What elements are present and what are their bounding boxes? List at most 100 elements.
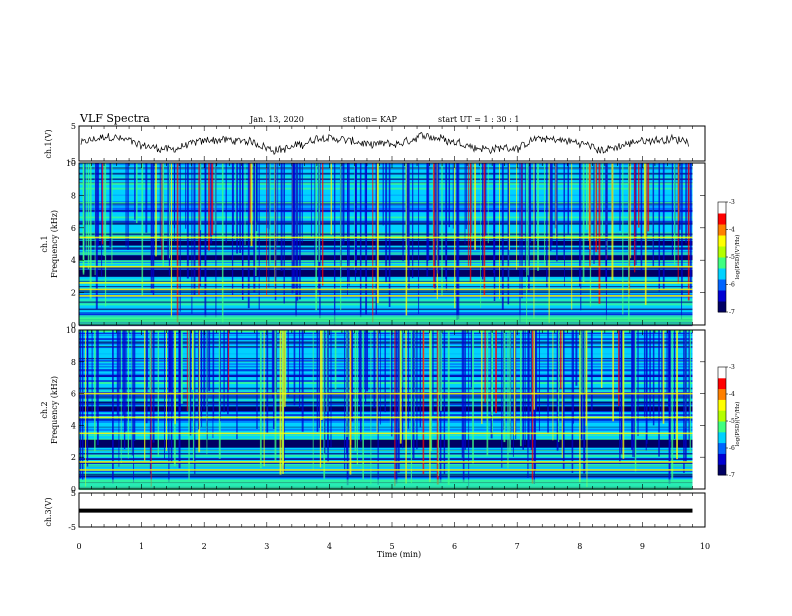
ch2-cb-color-step: [718, 390, 726, 393]
ch1-spec-noise-band: [79, 307, 693, 309]
ch2-spec-vertical-streak: [438, 330, 440, 395]
ch2-spec-vertical-streak: [528, 330, 530, 448]
ch2-spec-vertical-streak: [359, 330, 362, 442]
time-xtick-label: 2: [202, 542, 207, 551]
ch2-spec-vertical-streak: [146, 330, 148, 387]
ch1-spec-noise-band: [79, 299, 693, 301]
ch1-spec-vertical-streak: [292, 163, 295, 290]
ch2-cb-color-step: [718, 460, 726, 463]
ch2-cb-color-step: [718, 458, 726, 462]
ch1-cb-color-step: [718, 260, 726, 263]
ch2-spec-vertical-streak: [208, 330, 211, 392]
ch1-voltage-panel: 5 -5: [68, 122, 706, 166]
ch2-spec-vertical-streak: [585, 330, 587, 426]
ch1-spec-vertical-streak: [418, 163, 420, 314]
ch2-spec-noise-band: [79, 438, 693, 441]
ch2-cb-color-step: [718, 385, 726, 388]
ch2-cb-color-step: [718, 386, 726, 390]
ch2-spec-vertical-streak: [191, 330, 194, 390]
ch3-ytick-label: 5: [71, 489, 76, 498]
ch1-spec-vertical-streak: [671, 163, 673, 257]
ch3-voltage-panel: 5 -5 0 1 2 3 4 5 6 7 8 9 10: [68, 489, 710, 551]
ch1-spec-vertical-streak: [516, 163, 518, 270]
ch1-spec-vertical-streak: [101, 163, 103, 277]
ch1-spec-vertical-streak: [231, 163, 234, 297]
ch1-spec-ytick-label: 6: [71, 224, 76, 233]
ch1-spec-vertical-streak: [347, 163, 349, 235]
ch1-cb-color-step: [718, 238, 726, 241]
ch1-spec-vertical-streak: [127, 163, 129, 250]
ch1-spec-vertical-streak: [215, 163, 217, 318]
ch2-cb-color-step: [718, 379, 726, 382]
ch1-spec-vertical-streak: [679, 163, 681, 230]
ch1-spec-vertical-streak: [580, 163, 582, 311]
ch2-spec-vertical-streak: [671, 330, 674, 479]
ch1-spec-vertical-streak: [643, 163, 646, 239]
ch2-spec-vertical-streak: [462, 330, 465, 482]
ch1-spec-vertical-streak: [89, 163, 92, 299]
ch2-spec-vertical-streak: [389, 330, 391, 427]
ch2-spec-vertical-streak: [652, 330, 655, 426]
ch2-cb-color-step: [718, 442, 726, 445]
ch1-cb-color-step: [718, 231, 726, 234]
ch2-spec-vertical-streak: [419, 330, 422, 428]
ch2-spec-vertical-streak: [349, 330, 352, 475]
ch2-spec-vertical-streak: [683, 330, 685, 473]
ch1-spec-vertical-streak: [549, 163, 552, 251]
ch1-spec-vertical-streak: [342, 163, 344, 245]
ch2-spec-vertical-streak: [112, 330, 114, 484]
ch1-colorbar: -3 -4 -5 -6 -7: [717, 199, 735, 316]
ch2-spec-vertical-streak: [145, 330, 148, 424]
ch1-spec-vertical-streak: [244, 163, 246, 245]
ch2-spec-vertical-streak: [298, 330, 301, 408]
ch2-cb-color-step: [718, 426, 726, 429]
ch2-cb-color-step: [718, 395, 726, 399]
ch2-spec-vertical-streak: [330, 330, 332, 448]
ch2-spec-vertical-streak: [172, 330, 174, 415]
ch1-cb-color-step: [718, 220, 726, 223]
ch2-cb-color-step: [718, 437, 726, 440]
ch2-spec-vertical-streak: [354, 330, 357, 452]
ch1-spec-vertical-streak: [359, 163, 362, 318]
ch2-spec-vertical-streak: [503, 330, 506, 443]
ch1-spec-vertical-streak: [658, 163, 661, 292]
ch1-spec-vertical-streak: [266, 163, 268, 229]
ch2-spec-vertical-streak: [212, 330, 214, 439]
ch2-spec-vertical-streak: [319, 330, 322, 468]
ch2-spec-vertical-streak: [661, 330, 663, 419]
ch2-spec-vertical-streak: [334, 330, 337, 390]
ch2-cb-color-step: [718, 399, 726, 402]
ch2-spec-vertical-streak: [676, 330, 679, 460]
ch2-spec-vertical-streak: [272, 330, 275, 429]
ch1-spec-vertical-streak: [87, 163, 90, 269]
ch1-spec-vertical-streak: [135, 163, 138, 224]
ch1-spec-vertical-streak: [426, 163, 429, 277]
ch1-spec-vertical-streak: [484, 163, 487, 236]
ch2-spec-vertical-streak: [198, 330, 201, 453]
ch1-cb-color-step: [718, 227, 726, 230]
ch1-spec-ytick-label: 2: [71, 289, 76, 298]
ch2-spec-vertical-streak: [85, 330, 87, 487]
ch2-cb-color-step: [718, 430, 726, 433]
ch2-spec-vertical-streak: [192, 330, 195, 463]
ch1-spec-vertical-streak: [364, 163, 366, 236]
ch2-spec-vertical-streak: [534, 330, 537, 472]
ch1-spec-vertical-streak: [193, 163, 196, 296]
ch1-spec-vertical-streak: [295, 163, 297, 317]
ch1-spec-noise-band: [79, 291, 693, 294]
ch1-cb-tick-label: -3: [729, 199, 735, 206]
ch2-spec-vertical-streak: [513, 330, 516, 436]
ch2-spec-ylabel: Frequency (kHz): [50, 376, 59, 444]
ch2-cb-color-step: [718, 449, 726, 453]
ch1-spec-vertical-streak: [103, 163, 105, 257]
ch2-spec-vertical-streak: [645, 330, 647, 451]
ch1-voltage-trace: [80, 131, 689, 156]
ch2-spec-vertical-streak: [213, 330, 215, 420]
ch1-spec-vertical-streak: [471, 163, 473, 242]
ch1-spec-vertical-streak: [507, 163, 510, 305]
ch1-cb-color-step: [718, 299, 726, 302]
ch1-cb-color-step: [718, 271, 726, 274]
ch2-spec-vertical-streak: [79, 330, 82, 479]
ch1-spec-vertical-streak: [162, 163, 165, 267]
ch2-spec-vertical-streak: [491, 330, 493, 415]
